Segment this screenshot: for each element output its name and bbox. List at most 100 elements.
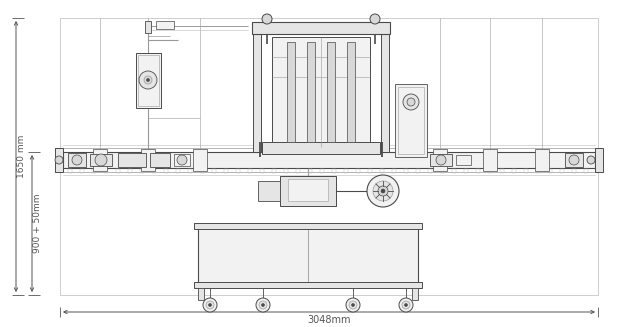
Bar	[200, 169, 204, 173]
Circle shape	[209, 303, 211, 306]
Bar	[320, 169, 324, 173]
Bar	[368, 169, 372, 173]
Bar	[380, 169, 384, 173]
Bar	[252, 22, 390, 34]
Circle shape	[381, 189, 385, 193]
Circle shape	[367, 175, 399, 207]
Bar	[560, 169, 564, 173]
Bar	[347, 42, 355, 142]
Circle shape	[399, 298, 413, 312]
Bar	[90, 154, 112, 166]
Bar	[288, 179, 328, 201]
Circle shape	[139, 71, 157, 89]
Bar	[483, 149, 497, 171]
Bar	[332, 169, 336, 173]
Bar	[428, 169, 432, 173]
Circle shape	[587, 156, 595, 164]
Bar	[224, 169, 228, 173]
Bar	[156, 21, 174, 29]
Bar	[104, 169, 108, 173]
Bar	[572, 169, 576, 173]
Bar	[141, 149, 155, 171]
Bar	[198, 228, 418, 285]
Bar	[253, 34, 261, 152]
Circle shape	[404, 303, 408, 306]
Circle shape	[349, 301, 357, 309]
Bar	[152, 169, 156, 173]
Circle shape	[55, 156, 63, 164]
Circle shape	[403, 94, 419, 110]
Bar	[535, 149, 549, 171]
Bar	[536, 169, 540, 173]
Bar	[404, 169, 408, 173]
Circle shape	[569, 155, 579, 165]
Text: 3048mm: 3048mm	[307, 315, 351, 325]
Bar	[198, 288, 204, 300]
Bar	[476, 169, 480, 173]
Bar	[430, 154, 452, 166]
Bar	[392, 169, 396, 173]
Circle shape	[373, 181, 393, 201]
Bar	[188, 169, 192, 173]
Bar	[344, 169, 348, 173]
Circle shape	[436, 155, 446, 165]
Bar	[164, 169, 168, 173]
Bar	[327, 42, 335, 142]
Circle shape	[256, 298, 270, 312]
Bar	[116, 169, 120, 173]
Bar	[356, 169, 360, 173]
Bar	[60, 18, 598, 295]
Bar	[248, 169, 252, 173]
Bar	[584, 169, 588, 173]
Circle shape	[370, 14, 380, 24]
Bar	[145, 21, 151, 33]
Bar	[176, 169, 180, 173]
Bar	[307, 42, 315, 142]
Bar	[236, 169, 240, 173]
Circle shape	[203, 298, 217, 312]
Bar	[440, 169, 444, 173]
Circle shape	[402, 301, 410, 309]
Bar	[280, 176, 336, 206]
Bar	[138, 55, 159, 106]
Bar	[128, 169, 132, 173]
Bar	[55, 148, 63, 172]
Bar	[272, 169, 276, 173]
Circle shape	[378, 186, 388, 196]
Bar	[92, 169, 96, 173]
Bar	[464, 169, 468, 173]
Bar	[452, 169, 456, 173]
Bar	[548, 169, 552, 173]
Bar	[68, 153, 86, 167]
Circle shape	[262, 14, 272, 24]
Bar	[595, 148, 603, 172]
Bar	[395, 84, 427, 157]
Bar	[93, 149, 107, 171]
Bar	[433, 149, 447, 171]
Bar	[456, 155, 471, 165]
Bar	[512, 169, 516, 173]
Circle shape	[95, 154, 107, 166]
Bar	[296, 169, 300, 173]
Bar	[194, 223, 422, 229]
Circle shape	[144, 76, 152, 84]
Text: 900 + 50mm: 900 + 50mm	[33, 194, 42, 253]
Bar	[193, 149, 207, 171]
Bar	[488, 169, 492, 173]
Bar	[194, 282, 422, 288]
Circle shape	[351, 303, 355, 306]
Bar	[140, 169, 144, 173]
Bar	[260, 169, 264, 173]
Bar	[398, 87, 424, 154]
Bar	[150, 153, 170, 167]
Bar	[118, 153, 146, 167]
Circle shape	[72, 155, 82, 165]
Bar	[80, 169, 84, 173]
Bar	[500, 169, 504, 173]
Bar	[63, 152, 595, 168]
Circle shape	[147, 78, 150, 81]
Bar	[212, 169, 216, 173]
Circle shape	[346, 298, 360, 312]
Bar	[262, 142, 380, 154]
Bar	[174, 154, 190, 166]
